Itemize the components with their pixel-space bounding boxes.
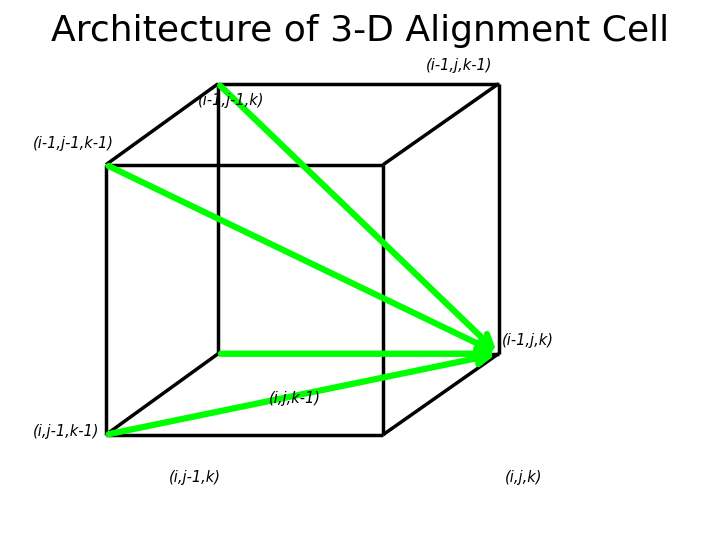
Text: (i,j,k): (i,j,k) xyxy=(505,470,543,485)
Text: (i,j-1,k): (i,j-1,k) xyxy=(168,470,220,485)
Text: (i-1,j,k): (i-1,j,k) xyxy=(502,333,554,348)
Text: (i-1,j-1,k): (i-1,j-1,k) xyxy=(198,93,265,108)
Text: Architecture of 3-D Alignment Cell: Architecture of 3-D Alignment Cell xyxy=(51,14,669,48)
Text: (i-1,j,k-1): (i-1,j,k-1) xyxy=(426,58,492,73)
Text: (i-1,j-1,k-1): (i-1,j-1,k-1) xyxy=(33,136,114,151)
Text: (i,j-1,k-1): (i,j-1,k-1) xyxy=(33,424,100,439)
Text: (i,j,k-1): (i,j,k-1) xyxy=(269,392,320,407)
